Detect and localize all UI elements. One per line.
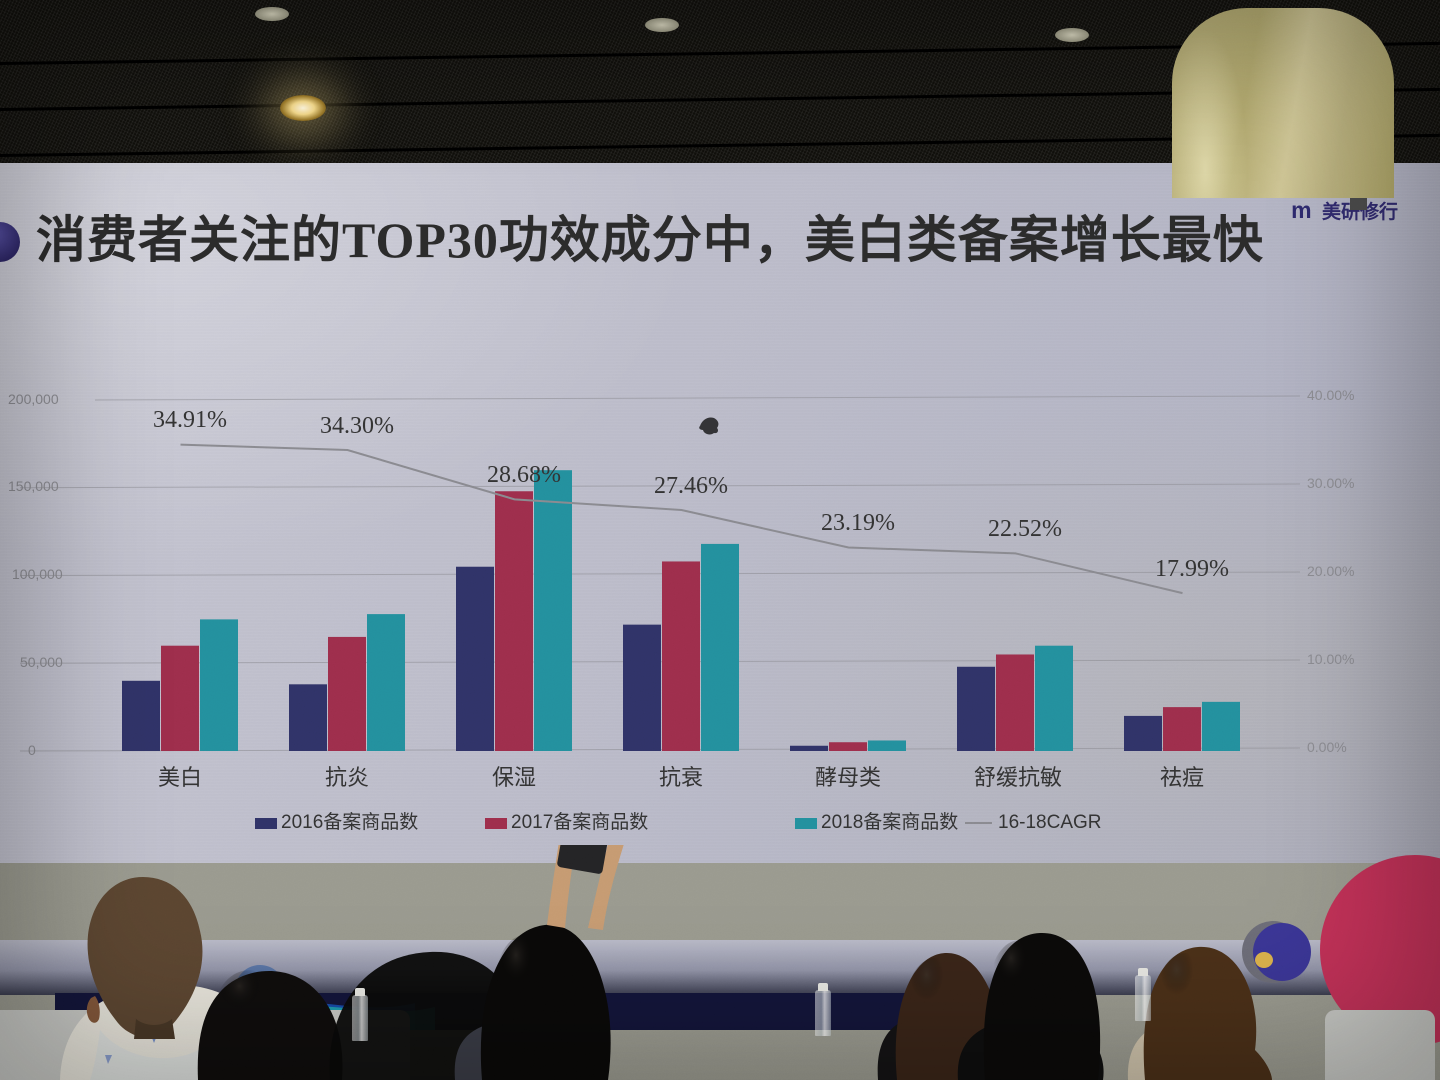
svg-text:27.46%: 27.46% xyxy=(654,473,728,499)
svg-text:抗衰: 抗衰 xyxy=(659,765,703,790)
svg-text:100,000: 100,000 xyxy=(12,566,63,582)
svg-text:10.00%: 10.00% xyxy=(1307,651,1354,667)
svg-text:保湿: 保湿 xyxy=(492,765,536,790)
svg-text:34.91%: 34.91% xyxy=(153,407,227,433)
svg-text:17.99%: 17.99% xyxy=(1155,556,1229,582)
svg-text:40.00%: 40.00% xyxy=(1307,387,1354,403)
svg-text:34.30%: 34.30% xyxy=(320,413,394,439)
svg-text:0.00%: 0.00% xyxy=(1307,739,1347,755)
svg-text:舒缓抗敏: 舒缓抗敏 xyxy=(974,765,1062,790)
svg-text:20.00%: 20.00% xyxy=(1307,563,1354,579)
svg-text:23.19%: 23.19% xyxy=(821,510,895,536)
svg-text:酵母类: 酵母类 xyxy=(815,765,881,790)
svg-text:150,000: 150,000 xyxy=(8,478,59,494)
svg-text:2018备案商品数: 2018备案商品数 xyxy=(821,811,958,833)
svg-text:50,000: 50,000 xyxy=(20,654,63,670)
svg-text:2016备案商品数: 2016备案商品数 xyxy=(281,811,418,833)
svg-text:30.00%: 30.00% xyxy=(1307,475,1354,491)
svg-text:抗炎: 抗炎 xyxy=(325,765,369,790)
svg-text:16-18CAGR: 16-18CAGR xyxy=(998,812,1102,833)
svg-text:2017备案商品数: 2017备案商品数 xyxy=(511,811,648,833)
svg-text:美白: 美白 xyxy=(158,765,202,790)
svg-text:22.52%: 22.52% xyxy=(988,516,1062,542)
svg-text:0: 0 xyxy=(28,742,36,758)
svg-text:200,000: 200,000 xyxy=(8,391,59,407)
svg-text:28.68%: 28.68% xyxy=(487,462,561,488)
svg-text:祛痘: 祛痘 xyxy=(1160,765,1204,790)
